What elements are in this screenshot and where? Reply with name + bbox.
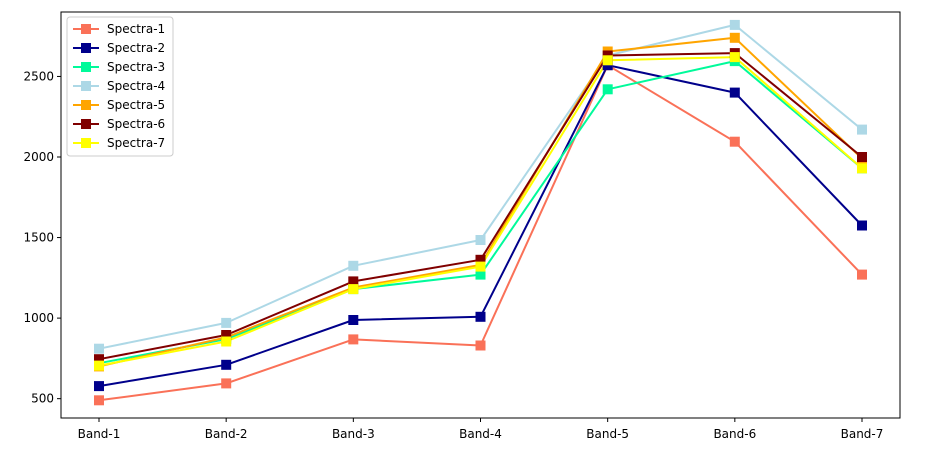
- data-point-s2-6: [729, 87, 740, 98]
- data-point-s7-3: [348, 284, 359, 295]
- y-axis: 500 1000 1500 2000 2500: [23, 69, 61, 406]
- data-point-s7-7: [857, 163, 867, 174]
- y-tick-label: 2500: [23, 69, 54, 83]
- data-point-s7-5: [602, 55, 613, 66]
- legend-marker-2: [81, 43, 91, 53]
- x-axis: Band-1 Band-2 Band-3 Band-4 Band-5 Band-6 Band…: [78, 418, 884, 441]
- data-point-s4-1: [94, 343, 104, 354]
- y-tick-label: 2000: [23, 150, 54, 164]
- data-point-s6-2: [221, 330, 232, 340]
- x-tick-label: Band-1: [78, 427, 121, 441]
- data-point-s2-3: [348, 315, 359, 325]
- x-tick-label: Band-6: [713, 427, 756, 441]
- data-point-s1-6: [729, 136, 740, 147]
- x-tick-label: Band-4: [459, 427, 502, 441]
- data-point-s1-3: [348, 334, 359, 345]
- data-point-s1-2: [221, 378, 232, 389]
- data-point-s1-4: [475, 340, 486, 351]
- series-markers: [94, 19, 867, 406]
- data-point-s1-7: [857, 269, 867, 280]
- y-tick-label: 1500: [23, 231, 54, 245]
- data-point-s2-4: [475, 311, 486, 322]
- data-point-s5-6: [729, 32, 740, 43]
- data-point-s4-6: [729, 19, 740, 30]
- data-point-s7-6: [729, 52, 740, 63]
- y-tick-label: 1000: [23, 311, 54, 325]
- legend-label-4: Spectra-4: [107, 79, 165, 93]
- data-point-s2-2: [221, 359, 232, 370]
- data-point-s3-4: [475, 269, 486, 280]
- legend-label-2: Spectra-2: [107, 41, 165, 55]
- data-point-s2-1: [94, 381, 104, 392]
- data-point-s4-7: [857, 124, 867, 135]
- data-point-s4-3: [348, 260, 359, 271]
- x-tick-label: Band-2: [205, 427, 248, 441]
- legend-marker-3: [81, 62, 91, 72]
- data-point-s6-4: [475, 254, 486, 265]
- legend-label-3: Spectra-3: [107, 60, 165, 74]
- data-point-s6-7: [857, 152, 867, 162]
- legend-marker-4: [81, 81, 91, 91]
- legend-label-5: Spectra-5: [107, 98, 165, 112]
- legend-frame: [66, 16, 174, 157]
- legend-label-7: Spectra-7: [107, 136, 165, 150]
- data-point-s7-1: [94, 360, 104, 371]
- y-tick-label: 500: [31, 392, 54, 406]
- x-tick-label: Band-5: [586, 427, 629, 441]
- data-point-s7-2: [221, 336, 232, 347]
- legend-marker-5: [81, 100, 91, 110]
- legend-marker-7: [81, 138, 91, 148]
- data-point-s3-5: [602, 84, 613, 95]
- data-point-s2-7: [857, 220, 867, 231]
- data-point-s4-2: [221, 317, 232, 328]
- data-point-s6-1: [94, 354, 104, 365]
- data-point-s7-4: [475, 261, 486, 272]
- legend-label-1: Spectra-1: [107, 22, 165, 36]
- legend: Spectra-1 Spectra-2 Spectra-3 Spectra-4 Spec…: [66, 16, 174, 157]
- legend-marker-6: [81, 119, 91, 129]
- data-point-s1-1: [94, 395, 104, 406]
- data-point-s4-4: [475, 235, 486, 245]
- x-tick-label: Band-3: [332, 427, 375, 441]
- legend-label-6: Spectra-6: [107, 117, 165, 131]
- legend-marker-1: [81, 24, 91, 34]
- data-point-s6-3: [348, 276, 359, 287]
- x-tick-label: Band-7: [841, 427, 884, 441]
